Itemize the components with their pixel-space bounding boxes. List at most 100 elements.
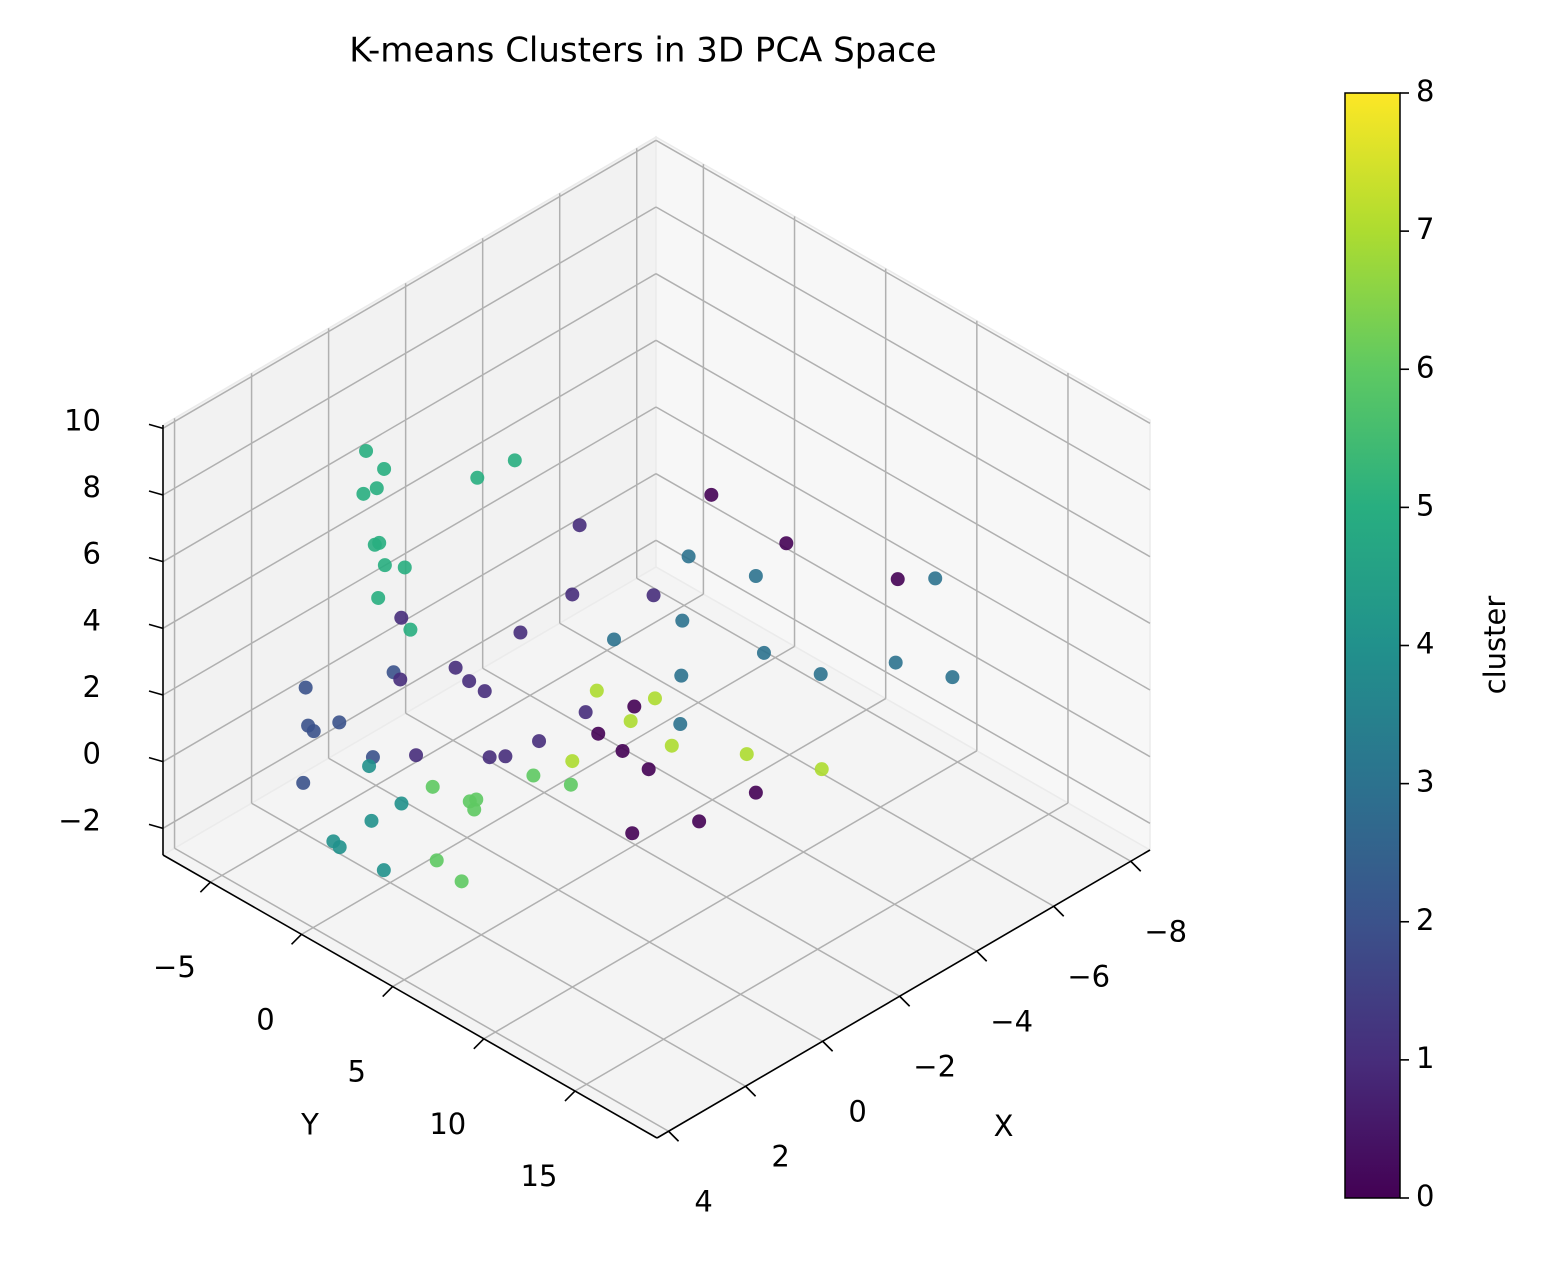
x-tick <box>899 995 911 1007</box>
y-tick-label: 5 <box>347 1055 365 1089</box>
point <box>364 813 379 828</box>
z-tick-label: 6 <box>83 537 101 571</box>
x-tick-label: −2 <box>913 1049 956 1083</box>
point <box>945 670 960 685</box>
y-tick-label: −5 <box>153 950 196 984</box>
point <box>454 874 469 889</box>
point <box>673 717 688 732</box>
point <box>589 683 604 698</box>
z-tick-label: 2 <box>83 670 101 704</box>
point <box>507 453 522 468</box>
x-tick <box>745 1085 757 1097</box>
z-tick <box>148 556 164 563</box>
z-tick <box>148 423 164 430</box>
colorbar-tick-label: 6 <box>1416 350 1434 384</box>
point <box>409 748 424 763</box>
x-tick-label: −8 <box>1144 914 1187 948</box>
point <box>448 660 463 675</box>
z-tick-label: 4 <box>83 603 101 637</box>
point <box>647 691 662 706</box>
x-tick <box>667 1130 680 1142</box>
point <box>532 734 547 749</box>
grid-line <box>301 645 795 936</box>
point <box>298 680 313 695</box>
y-tick <box>473 1038 485 1050</box>
point <box>888 655 903 670</box>
x-tick <box>822 1040 834 1052</box>
point <box>377 461 392 476</box>
x-tick-label: 4 <box>694 1184 712 1218</box>
grid-line <box>655 339 1151 624</box>
point <box>646 588 661 603</box>
colorbar-tick-label: 0 <box>1416 1179 1434 1213</box>
point <box>394 610 409 625</box>
colorbar-tick-label: 7 <box>1416 212 1434 246</box>
x-axis <box>656 849 1151 1139</box>
point <box>394 796 409 811</box>
point <box>306 724 321 739</box>
x-tick <box>1053 905 1065 917</box>
point <box>371 590 386 605</box>
point <box>563 777 578 792</box>
point <box>332 715 347 730</box>
point <box>326 834 341 849</box>
point <box>403 622 418 637</box>
point <box>623 714 638 729</box>
x-tick <box>976 950 988 962</box>
point <box>627 699 642 714</box>
colorbar-tick-label: 4 <box>1416 627 1434 661</box>
point <box>625 826 640 841</box>
grid-line <box>162 206 657 496</box>
point <box>356 486 371 501</box>
grid-line <box>210 593 704 883</box>
grid-line <box>162 273 657 563</box>
grid-line <box>655 206 1151 491</box>
point <box>477 684 492 699</box>
point <box>591 726 606 741</box>
z-tick-label: 0 <box>83 737 101 771</box>
z-tick-label: −2 <box>58 803 101 837</box>
z-tick <box>148 756 164 763</box>
point <box>756 645 771 660</box>
z-tick <box>148 690 164 696</box>
colorbar-tick-label: 5 <box>1416 488 1434 522</box>
x-axis-label: X <box>994 1109 1014 1143</box>
y-tick <box>382 986 394 998</box>
x-tick-label: 2 <box>771 1139 789 1173</box>
z-tick-label: 8 <box>83 470 101 504</box>
grid-line <box>655 473 1151 758</box>
grid-line <box>162 339 657 629</box>
point <box>397 560 412 575</box>
point <box>362 759 377 774</box>
grid-line <box>483 750 978 1040</box>
x-tick <box>1130 860 1142 872</box>
point <box>641 762 656 777</box>
point <box>425 779 440 794</box>
point <box>578 705 593 720</box>
point <box>513 625 528 640</box>
grid-line <box>574 802 1069 1092</box>
y-tick <box>199 881 211 893</box>
y-tick-label: 0 <box>256 1002 274 1036</box>
point <box>469 792 484 807</box>
point <box>376 863 391 878</box>
point <box>674 668 689 683</box>
grid-line <box>655 539 1151 824</box>
colorbar-tick-label: 2 <box>1416 903 1434 937</box>
point <box>814 762 829 777</box>
z-tick <box>148 823 164 830</box>
grid-line <box>162 139 657 429</box>
point <box>748 568 763 583</box>
point <box>377 558 392 573</box>
point <box>664 738 679 753</box>
point <box>498 749 513 764</box>
y-tick-label: 10 <box>429 1107 466 1141</box>
y-tick-label: 15 <box>521 1159 558 1193</box>
y-tick <box>564 1090 576 1102</box>
point <box>813 667 828 682</box>
point <box>470 470 485 485</box>
point <box>369 481 384 496</box>
grid-line <box>655 273 1151 558</box>
point <box>704 487 719 502</box>
